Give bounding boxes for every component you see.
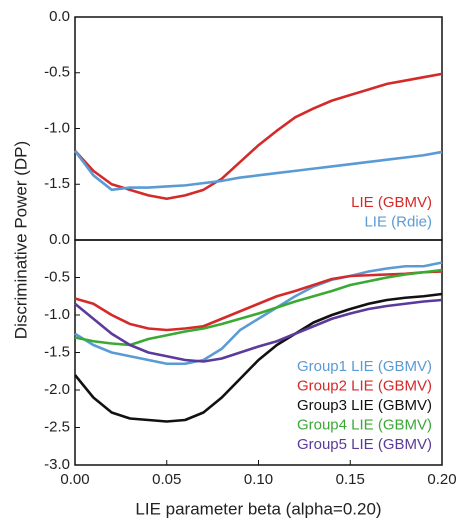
y-tick-label: -2.0	[44, 381, 70, 398]
x-tick-label: 0.10	[244, 471, 273, 488]
legend-entry: Group5 LIE (GBMV)	[297, 436, 432, 453]
y-tick-label: -1.5	[44, 343, 70, 360]
y-axis-label: Discriminative Power (DP)	[11, 141, 30, 339]
x-tick-label: 0.00	[60, 471, 89, 488]
series-line	[74, 270, 443, 332]
legend-entry: Group1 LIE (GBMV)	[297, 358, 432, 375]
legend-entry: Group3 LIE (GBMV)	[297, 397, 432, 414]
legend-entry: Group4 LIE (GBMV)	[297, 416, 432, 433]
series-line	[74, 261, 443, 366]
series-line	[74, 72, 443, 201]
legend-entry: LIE (Rdie)	[364, 213, 432, 230]
y-tick-label: -1.5	[44, 175, 70, 192]
y-tick-label: 0.0	[49, 231, 70, 248]
y-tick-label: 0.0	[49, 8, 70, 25]
legend-entry: LIE (GBMV)	[351, 194, 432, 211]
y-tick-label: -0.5	[44, 268, 70, 285]
x-tick-label: 0.15	[336, 471, 365, 488]
y-tick-label: -3.0	[44, 456, 70, 473]
y-tick-label: -2.5	[44, 418, 70, 435]
series-line	[73, 292, 443, 423]
series-line	[74, 268, 443, 347]
y-tick-label: -0.5	[44, 64, 70, 81]
x-axis-label: LIE parameter beta (alpha=0.20)	[135, 499, 381, 518]
legend-entry: Group2 LIE (GBMV)	[297, 377, 432, 394]
x-tick-label: 0.20	[427, 471, 456, 488]
series-line	[73, 150, 443, 192]
y-tick-label: -1.0	[44, 306, 70, 323]
y-tick-label: -1.0	[44, 119, 70, 136]
x-tick-label: 0.05	[152, 471, 181, 488]
series-line	[74, 298, 443, 363]
